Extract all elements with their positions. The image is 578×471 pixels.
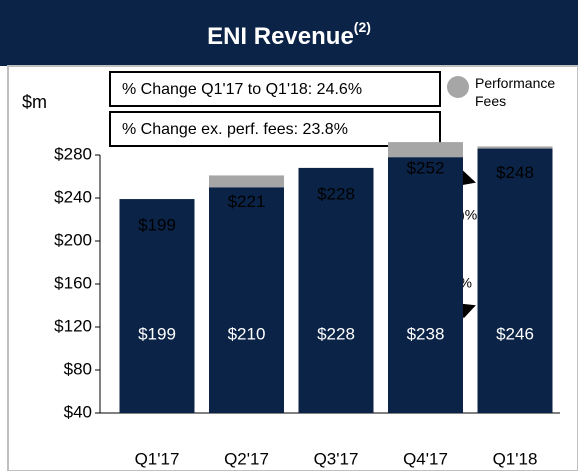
y-tick-label: $40	[64, 402, 92, 421]
y-tick-label: $200	[54, 230, 92, 249]
annotation-box	[109, 111, 441, 147]
bar-segment	[388, 142, 463, 158]
annotation: % Change Q1'17 to Q1'18: 24.6%	[122, 81, 362, 98]
y-tick-label: $120	[54, 316, 92, 335]
y-tick-label: $80	[64, 359, 92, 378]
legend-swatch	[447, 76, 469, 98]
panel-border	[7, 65, 578, 471]
legend-label: Performance Fees	[475, 75, 555, 109]
title-superscript: (2)	[354, 19, 371, 35]
x-tick-label: Q2'17	[224, 449, 269, 468]
bar-segment	[119, 199, 195, 413]
annotation: % Change ex. perf. fees: 23.8%	[122, 121, 348, 138]
data-label: $246	[496, 324, 534, 343]
x-tick-label: Q4'17	[403, 449, 448, 468]
title-text: ENI Revenue	[207, 23, 354, 50]
bar-segment	[477, 148, 553, 414]
x-tick-label: Q1'17	[135, 449, 180, 468]
y-tick-label: $240	[54, 187, 92, 206]
y-tick-label: $160	[54, 273, 92, 292]
data-label: $199	[138, 324, 176, 343]
chart-title: ENI Revenue(2)	[207, 19, 371, 51]
y-tick-label: $280	[54, 144, 92, 163]
total-label: $228	[317, 184, 355, 203]
total-label: $199	[138, 216, 176, 235]
bar-segment	[477, 146, 553, 149]
total-label: $248	[496, 163, 534, 182]
bar-segment	[388, 157, 463, 413]
bar-segment	[209, 187, 284, 413]
bar-segment	[298, 167, 374, 413]
data-label: $228	[317, 324, 355, 343]
y-axis-label: $m	[22, 92, 47, 112]
annotation-box	[109, 71, 441, 107]
bar-segment	[209, 175, 284, 188]
x-tick-label: Q1'18	[493, 449, 538, 468]
x-tick-label: Q3'17	[314, 449, 359, 468]
data-label: $210	[228, 324, 266, 343]
total-label: $221	[228, 192, 266, 211]
header-band	[0, 0, 578, 66]
total-label: $252	[407, 159, 445, 178]
data-label: $238	[407, 324, 445, 343]
